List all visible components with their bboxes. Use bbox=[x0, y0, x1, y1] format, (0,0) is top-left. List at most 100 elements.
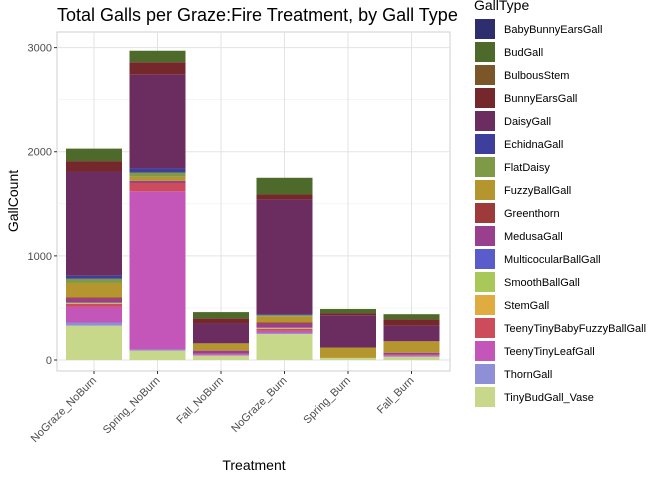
legend-label: DaisyGall bbox=[504, 116, 551, 128]
legend-label: TinyBudGall_Vase bbox=[504, 392, 594, 404]
legend-swatch bbox=[475, 203, 495, 223]
x-axis-title: Treatment bbox=[222, 457, 285, 473]
bar-segment bbox=[193, 355, 249, 360]
legend-label: BulbousStem bbox=[504, 70, 569, 82]
legend-label: StemGall bbox=[504, 300, 549, 312]
y-tick-label: 1000 bbox=[28, 251, 52, 263]
legend-label: BunnyEarsGall bbox=[504, 93, 577, 105]
legend-label: ThornGall bbox=[504, 369, 552, 381]
bar-segment bbox=[320, 347, 376, 358]
bar-segment bbox=[383, 341, 440, 353]
y-tick-label: 0 bbox=[46, 355, 52, 367]
bar-segment bbox=[66, 302, 122, 304]
legend-title: GallType bbox=[474, 0, 529, 13]
legend-swatch bbox=[475, 88, 495, 108]
bar-segment bbox=[256, 199, 313, 315]
legend-swatch bbox=[475, 249, 495, 269]
x-tick-label: Spring_Burn bbox=[301, 375, 353, 427]
legend-swatch bbox=[475, 134, 495, 154]
bar-segment bbox=[256, 194, 313, 200]
bar-segment bbox=[383, 319, 440, 326]
bar-segment bbox=[129, 62, 186, 75]
bar-segment bbox=[320, 357, 376, 360]
bar-segment bbox=[129, 180, 186, 183]
bar-segment bbox=[129, 176, 186, 181]
grid-minor bbox=[57, 99, 450, 309]
bar-segment bbox=[193, 350, 249, 354]
bar-segment bbox=[320, 313, 376, 316]
bar-segment bbox=[256, 314, 313, 316]
legend-swatch bbox=[475, 42, 495, 62]
bar-segment bbox=[66, 297, 122, 299]
bar-segment bbox=[66, 161, 122, 172]
bar-segment bbox=[320, 308, 376, 314]
bar-segment bbox=[66, 298, 122, 303]
legend-label: TeenyTinyBabyFuzzyBallGall bbox=[504, 323, 646, 335]
y-axis-title: GallCount bbox=[5, 170, 21, 232]
legend-label: MulticocularBallGall bbox=[504, 254, 601, 266]
legend-swatch bbox=[475, 65, 495, 85]
bar-segment bbox=[193, 354, 249, 356]
x-tick-label: Fall_Burn bbox=[375, 375, 417, 417]
bar-segment bbox=[66, 275, 122, 279]
x-tick-label: Spring_NoBurn bbox=[101, 375, 163, 437]
bar-segment bbox=[256, 327, 313, 329]
x-axis: NoGraze_NoBurn Spring_NoBurn Fall_NoBurn No… bbox=[29, 371, 417, 445]
bar-segment bbox=[66, 322, 122, 326]
bar-segment bbox=[129, 191, 186, 350]
legend-swatch bbox=[475, 318, 495, 338]
bar-segment bbox=[320, 315, 376, 348]
bar-segment bbox=[129, 350, 186, 360]
bar-segment bbox=[256, 328, 313, 331]
bar-segment bbox=[256, 323, 313, 328]
y-tick-label: 3000 bbox=[28, 43, 52, 55]
bar-segment bbox=[66, 148, 122, 162]
x-tick-label: NoGraze_Burn bbox=[229, 375, 289, 435]
bar-segment bbox=[129, 50, 186, 63]
bar-segment bbox=[129, 74, 186, 169]
legend-swatch bbox=[475, 341, 495, 361]
bar-segment bbox=[383, 355, 440, 357]
bar-segment bbox=[129, 349, 186, 351]
bar-segment bbox=[383, 325, 440, 342]
bar-segment bbox=[256, 177, 313, 195]
legend: BabyBunnyEarsGall BudGall BulbousStem Bunny… bbox=[475, 19, 646, 407]
legend-swatch bbox=[475, 226, 495, 246]
x-tick-label: Fall_NoBurn bbox=[174, 375, 226, 427]
bar-segment bbox=[383, 352, 440, 355]
bar-segment bbox=[66, 278, 122, 283]
bar-segment bbox=[256, 333, 313, 360]
bar-segment bbox=[129, 182, 186, 192]
legend-swatch bbox=[475, 387, 495, 407]
chart-title: Total Galls per Graze:Fire Treatment, by… bbox=[57, 5, 458, 25]
bar-segment bbox=[193, 343, 249, 351]
legend-swatch bbox=[475, 19, 495, 39]
bar-segment bbox=[193, 312, 249, 319]
bars bbox=[66, 50, 440, 360]
legend-label: EchidnaGall bbox=[504, 139, 563, 151]
legend-label: Greenthorn bbox=[504, 208, 560, 220]
bar-segment bbox=[66, 171, 122, 276]
bar-segment bbox=[66, 282, 122, 298]
bar-segment bbox=[66, 306, 122, 323]
legend-label: TeenyTinyLeafGall bbox=[504, 346, 595, 358]
legend-swatch bbox=[475, 272, 495, 292]
bar-segment bbox=[256, 332, 313, 334]
legend-label: FlatDaisy bbox=[504, 162, 550, 174]
legend-swatch bbox=[475, 364, 495, 384]
legend-swatch bbox=[475, 111, 495, 131]
legend-swatch bbox=[475, 157, 495, 177]
x-tick-label: NoGraze_NoBurn bbox=[29, 375, 99, 445]
bar-segment bbox=[383, 354, 440, 356]
bar-segment bbox=[66, 325, 122, 360]
legend-swatch bbox=[475, 295, 495, 315]
bar-segment bbox=[193, 355, 249, 356]
legend-label: BudGall bbox=[504, 47, 543, 59]
bar-segment bbox=[66, 303, 122, 307]
bar-segment bbox=[256, 315, 313, 317]
bar-segment bbox=[193, 353, 249, 355]
legend-label: FuzzyBallGall bbox=[504, 185, 571, 197]
legend-label: SmoothBallGall bbox=[504, 277, 580, 289]
bar-segment bbox=[193, 323, 249, 344]
